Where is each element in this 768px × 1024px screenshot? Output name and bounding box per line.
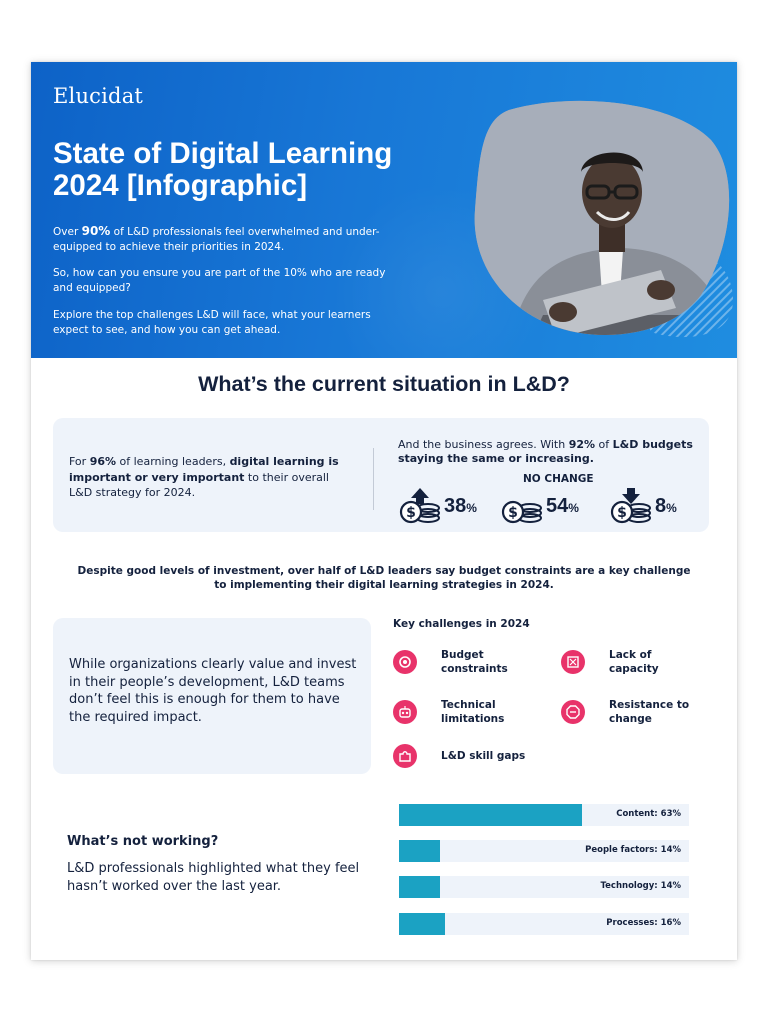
elucidat-logo[interactable]: Elucidat xyxy=(53,84,144,108)
svg-text:$: $ xyxy=(508,505,518,521)
stop-sign-icon xyxy=(561,700,585,724)
challenge-resistance-to-change: Resistance to change xyxy=(561,698,699,726)
bar-processes xyxy=(399,913,445,935)
key-challenges-title: Key challenges in 2024 xyxy=(393,618,530,630)
not-working-title: What’s not working? xyxy=(67,834,219,849)
expand-arrows-icon xyxy=(561,650,585,674)
bar-row-content: Content: 63% xyxy=(399,804,689,826)
svg-text:$: $ xyxy=(406,505,416,521)
budget-no-change-stat: $ 54% xyxy=(500,488,579,524)
bar-people-factors xyxy=(399,840,440,862)
development-value-card: While organizations clearly value and in… xyxy=(53,618,371,774)
digital-learning-importance-text: For 96% of learning leaders, digital lea… xyxy=(69,455,339,499)
bar-label-people-factors: People factors: 14% xyxy=(585,845,681,855)
bar-label-technology: Technology: 14% xyxy=(600,881,682,891)
puzzle-icon xyxy=(393,744,417,768)
not-working-text: L&D professionals highlighted what they … xyxy=(67,861,360,894)
bar-row-people-factors: People factors: 14% xyxy=(399,840,689,862)
situation-stats-card: For 96% of learning leaders, digital lea… xyxy=(53,418,709,532)
development-value-text: While organizations clearly value and in… xyxy=(69,657,357,725)
bar-row-technology: Technology: 14% xyxy=(399,876,689,898)
page-title: State of Digital Learning 2024 [Infograp… xyxy=(53,137,393,202)
coins-icon xyxy=(393,650,417,674)
challenge-lack-of-capacity: Lack of capacity xyxy=(561,648,699,676)
intro-paragraph-2: So, how can you ensure you are part of t… xyxy=(53,267,386,294)
coins-arrow-up-icon: $ xyxy=(399,488,440,524)
bar-content xyxy=(399,804,582,826)
intro-paragraph-3: Explore the top challenges L&D will face… xyxy=(53,309,371,336)
infographic-page: Elucidat State of Digital Learning 2024 … xyxy=(31,62,737,960)
robot-icon xyxy=(393,700,417,724)
bar-row-processes: Processes: 16% xyxy=(399,913,689,935)
coins-arrow-down-icon: $ xyxy=(610,488,651,524)
situation-title: What’s the current situation in L&D? xyxy=(198,372,570,396)
svg-text:$: $ xyxy=(617,505,627,521)
bar-technology xyxy=(399,876,440,898)
budget-constraints-note: Despite good levels of investment, over … xyxy=(77,565,691,591)
no-change-label: NO CHANGE xyxy=(523,473,594,485)
coins-icon: $ xyxy=(501,500,542,524)
bar-label-content: Content: 63% xyxy=(616,809,681,819)
budget-increase-stat: $ 38% xyxy=(398,488,477,524)
budget-decrease-stat: $ 8% xyxy=(609,488,677,524)
challenge-technical-limitations: Technical limitations xyxy=(393,698,531,726)
intro-paragraph-1: Over 90% of L&D professionals feel overw… xyxy=(53,224,380,253)
bar-label-processes: Processes: 16% xyxy=(606,918,681,928)
person-with-laptop-illustration xyxy=(474,100,733,338)
challenge-budget-constraints: Budget constraints xyxy=(393,648,531,676)
hero-photo xyxy=(471,100,735,342)
divider xyxy=(373,448,374,510)
budget-agreement-text: And the business agrees. With 92% of L&D… xyxy=(398,438,693,465)
hero-banner: Elucidat State of Digital Learning 2024 … xyxy=(31,62,737,358)
challenge-skill-gaps: L&D skill gaps xyxy=(393,744,531,768)
